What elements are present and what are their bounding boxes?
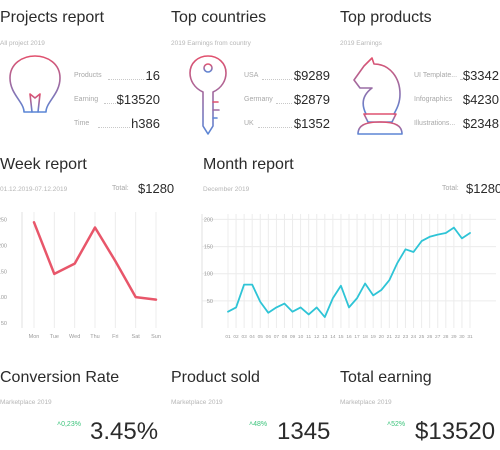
conversion-subtitle: Marketplace 2019 [0, 399, 52, 406]
earning-change: ˄52% [387, 421, 406, 428]
sold-title: Product sold [171, 369, 260, 386]
x-tick-label: 11 [306, 334, 311, 340]
products-row-label: Illustrations... [414, 120, 456, 127]
week-title: Week report [0, 156, 87, 173]
projects-row-label: Products [74, 72, 102, 79]
products-row-label: UI Template... [414, 72, 458, 79]
projects-row-label: Earning [74, 96, 99, 103]
conversion-value: 3.45% [90, 418, 159, 445]
x-tick-label: 18 [362, 334, 368, 340]
y-tick-label: 100 [0, 295, 7, 301]
x-tick-label: 01 [225, 334, 231, 340]
x-tick-label: Wed [69, 334, 80, 340]
countries-row-value: $2879 [293, 92, 330, 107]
x-tick-label: 03 [241, 334, 247, 340]
products-row-value: $2348 [462, 116, 499, 131]
countries-row-value: $9289 [293, 68, 330, 83]
x-tick-label: Sun [151, 334, 161, 340]
month-total-value: $1280 [466, 181, 500, 196]
countries-subtitle: 2019 Earnings from country [171, 40, 251, 47]
x-tick-label: Fri [112, 334, 118, 340]
projects-row-value: 16 [145, 68, 160, 83]
x-tick-label: 02 [233, 334, 239, 340]
y-tick-label: 100 [204, 272, 213, 278]
week-report-chart: 50 100 150 200 250 Mon Tue Wed Thu Fri Sat Sun [0, 212, 161, 340]
countries-row-value: $1352 [293, 116, 330, 131]
x-tick-label: 26 [427, 334, 433, 340]
countries-row-label: Germany [244, 96, 273, 103]
x-tick-label: 22 [395, 334, 401, 340]
y-tick-label: 250 [0, 218, 7, 224]
month-title: Month report [203, 156, 294, 173]
projects-row-label: Time [74, 120, 90, 127]
x-tick-label: 09 [290, 334, 296, 340]
lightbulb-icon [9, 55, 61, 131]
x-tick-label: 30 [459, 334, 465, 340]
countries-row-label: UK [244, 120, 254, 127]
products-row-value: $4230 [462, 92, 499, 107]
x-tick-label: 28 [443, 334, 449, 340]
x-tick-label: 10 [298, 334, 304, 340]
earning-title: Total earning [340, 369, 432, 386]
products-row-value: $3342 [462, 68, 499, 83]
series-line [32, 221, 158, 301]
earning-value: $13520 [415, 418, 496, 445]
x-tick-label: 06 [266, 334, 272, 340]
x-tick-label: 20 [379, 334, 385, 340]
countries-title: Top countries [171, 9, 267, 26]
week-subtitle: 01.12.2019-07.12.2019 [0, 186, 68, 193]
x-tick-label: Tue [50, 334, 59, 340]
conversion-title: Conversion Rate [0, 369, 120, 386]
month-total-label: Total: [442, 185, 459, 192]
y-tick-label: 150 [0, 269, 7, 275]
products-row-label: Infographics [414, 96, 453, 103]
y-tick-label: 200 [204, 217, 213, 223]
x-tick-label: 25 [419, 334, 425, 340]
sold-value: 1345 [277, 418, 331, 445]
countries-row-label: USA [244, 72, 259, 79]
series-line [227, 226, 471, 318]
x-tick-label: 27 [435, 334, 441, 340]
products-title: Top products [340, 9, 432, 26]
x-tick-label: 19 [371, 334, 377, 340]
projects-subtitle: All project 2019 [0, 40, 45, 47]
x-tick-label: Mon [29, 334, 40, 340]
x-tick-label: 13 [322, 334, 328, 340]
projects-row-value: h386 [131, 116, 160, 131]
y-tick-label: 50 [1, 321, 7, 327]
products-subtitle: 2019 Earnings [340, 40, 382, 47]
week-total-value: $1280 [138, 181, 175, 196]
x-tick-label: 08 [282, 334, 288, 340]
projects-row-value: $13520 [116, 92, 160, 107]
x-tick-label: 29 [451, 334, 457, 340]
x-tick-label: 17 [354, 334, 360, 340]
x-tick-label: 14 [330, 334, 336, 340]
x-tick-label: 21 [387, 334, 393, 340]
x-tick-label: 15 [338, 334, 344, 340]
key-icon [189, 55, 227, 135]
x-tick-label: 05 [258, 334, 264, 340]
sold-change: ˄48% [249, 421, 268, 428]
earning-subtitle: Marketplace 2019 [340, 399, 392, 406]
x-tick-label: 12 [314, 334, 320, 340]
month-subtitle: December 2019 [203, 186, 250, 193]
y-tick-label: 200 [0, 244, 7, 250]
projects-title: Projects report [0, 9, 105, 26]
x-tick-label: 07 [274, 334, 280, 340]
y-tick-label: 50 [207, 299, 213, 305]
x-tick-label: 16 [346, 334, 352, 340]
conversion-change: ˄0,23% [57, 421, 81, 428]
x-tick-label: Thu [90, 334, 99, 340]
sold-subtitle: Marketplace 2019 [171, 399, 223, 406]
chess-knight-icon [353, 57, 403, 135]
x-tick-label: 24 [411, 334, 417, 340]
x-tick-label: 31 [467, 334, 473, 340]
y-tick-label: 150 [204, 245, 213, 251]
week-total-label: Total: [112, 185, 129, 192]
x-tick-label: Sat [132, 334, 141, 340]
x-tick-label: 23 [403, 334, 409, 340]
x-tick-label: 04 [250, 334, 256, 340]
